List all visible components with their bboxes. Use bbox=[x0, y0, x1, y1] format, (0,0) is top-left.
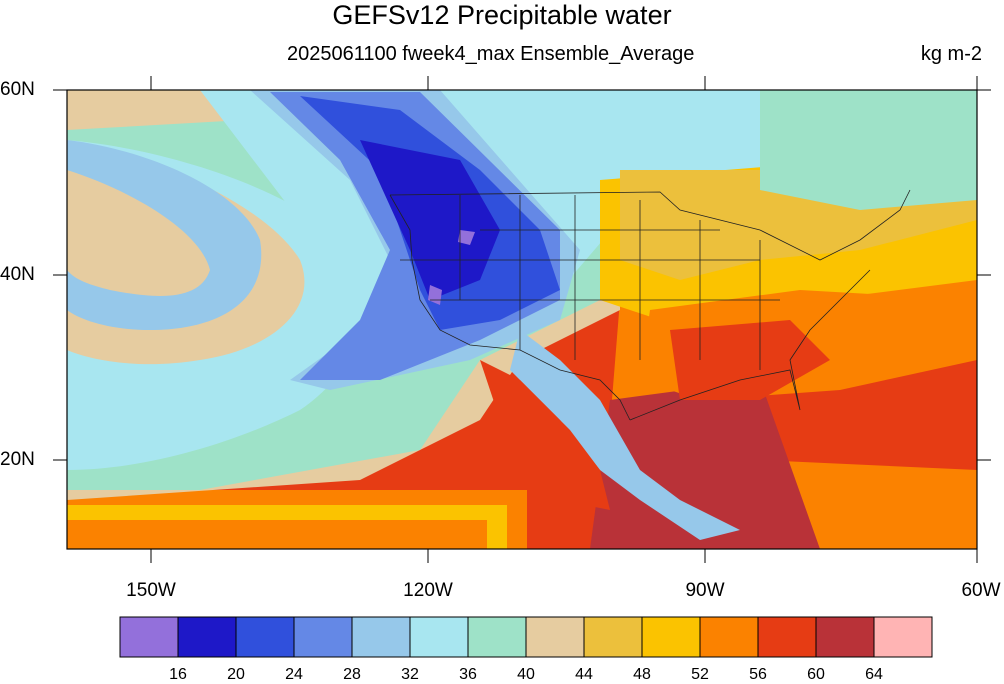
colorbar-level-label: 36 bbox=[459, 666, 477, 683]
boundary-lines bbox=[389, 189, 911, 421]
colorbar-swatch bbox=[119, 616, 179, 658]
colorbar-level-label: 64 bbox=[865, 666, 883, 683]
lat-label-40n: 40N bbox=[0, 264, 35, 285]
units-label: kg m-2 bbox=[920, 43, 982, 65]
colorbar-swatch bbox=[467, 616, 527, 658]
colorbar-level-label: 28 bbox=[343, 666, 361, 683]
colorbar-level-label: 24 bbox=[285, 666, 303, 683]
colorbar-swatch bbox=[293, 616, 353, 658]
lon-label-120w: 120W bbox=[403, 580, 453, 601]
map-title: GEFSv12 Precipitable water bbox=[332, 0, 672, 30]
lon-label-150w: 150W bbox=[126, 580, 176, 601]
lon-label-60w: 60W bbox=[961, 580, 1001, 601]
colorbar-level-label: 16 bbox=[169, 666, 187, 683]
precipitable-water-field bbox=[67, 90, 977, 549]
colorbar-level-label: 56 bbox=[749, 666, 767, 683]
colorbar-swatch bbox=[699, 616, 759, 658]
colorbar-swatch bbox=[757, 616, 817, 658]
axis-ticks bbox=[53, 76, 991, 563]
colorbar-swatch bbox=[525, 616, 585, 658]
colorbar-swatch bbox=[235, 616, 295, 658]
colorbar-level-label: 48 bbox=[633, 666, 651, 683]
colorbar-level-label: 44 bbox=[575, 666, 593, 683]
lat-label-60n: 60N bbox=[0, 79, 35, 100]
colorbar-level-label: 52 bbox=[691, 666, 709, 683]
colorbar-swatch bbox=[873, 616, 933, 658]
map-subtitle: 2025061100 fweek4_max Ensemble_Average bbox=[287, 43, 695, 65]
colorbar-swatch bbox=[815, 616, 875, 658]
lat-label-20n: 20N bbox=[0, 449, 35, 470]
colorbar-swatch bbox=[409, 616, 469, 658]
colorbar-level-label: 40 bbox=[517, 666, 535, 683]
colorbar-level-label: 60 bbox=[807, 666, 825, 683]
colorbar-swatch bbox=[583, 616, 643, 658]
lon-label-90w: 90W bbox=[685, 580, 725, 601]
colorbar-level-label: 32 bbox=[401, 666, 419, 683]
colorbar-swatch bbox=[177, 616, 237, 658]
colorbar-level-label: 20 bbox=[227, 666, 245, 683]
colorbar-swatch bbox=[641, 616, 701, 658]
colorbar-swatch bbox=[351, 616, 411, 658]
map-frame bbox=[66, 89, 978, 550]
colorbar bbox=[119, 616, 933, 658]
